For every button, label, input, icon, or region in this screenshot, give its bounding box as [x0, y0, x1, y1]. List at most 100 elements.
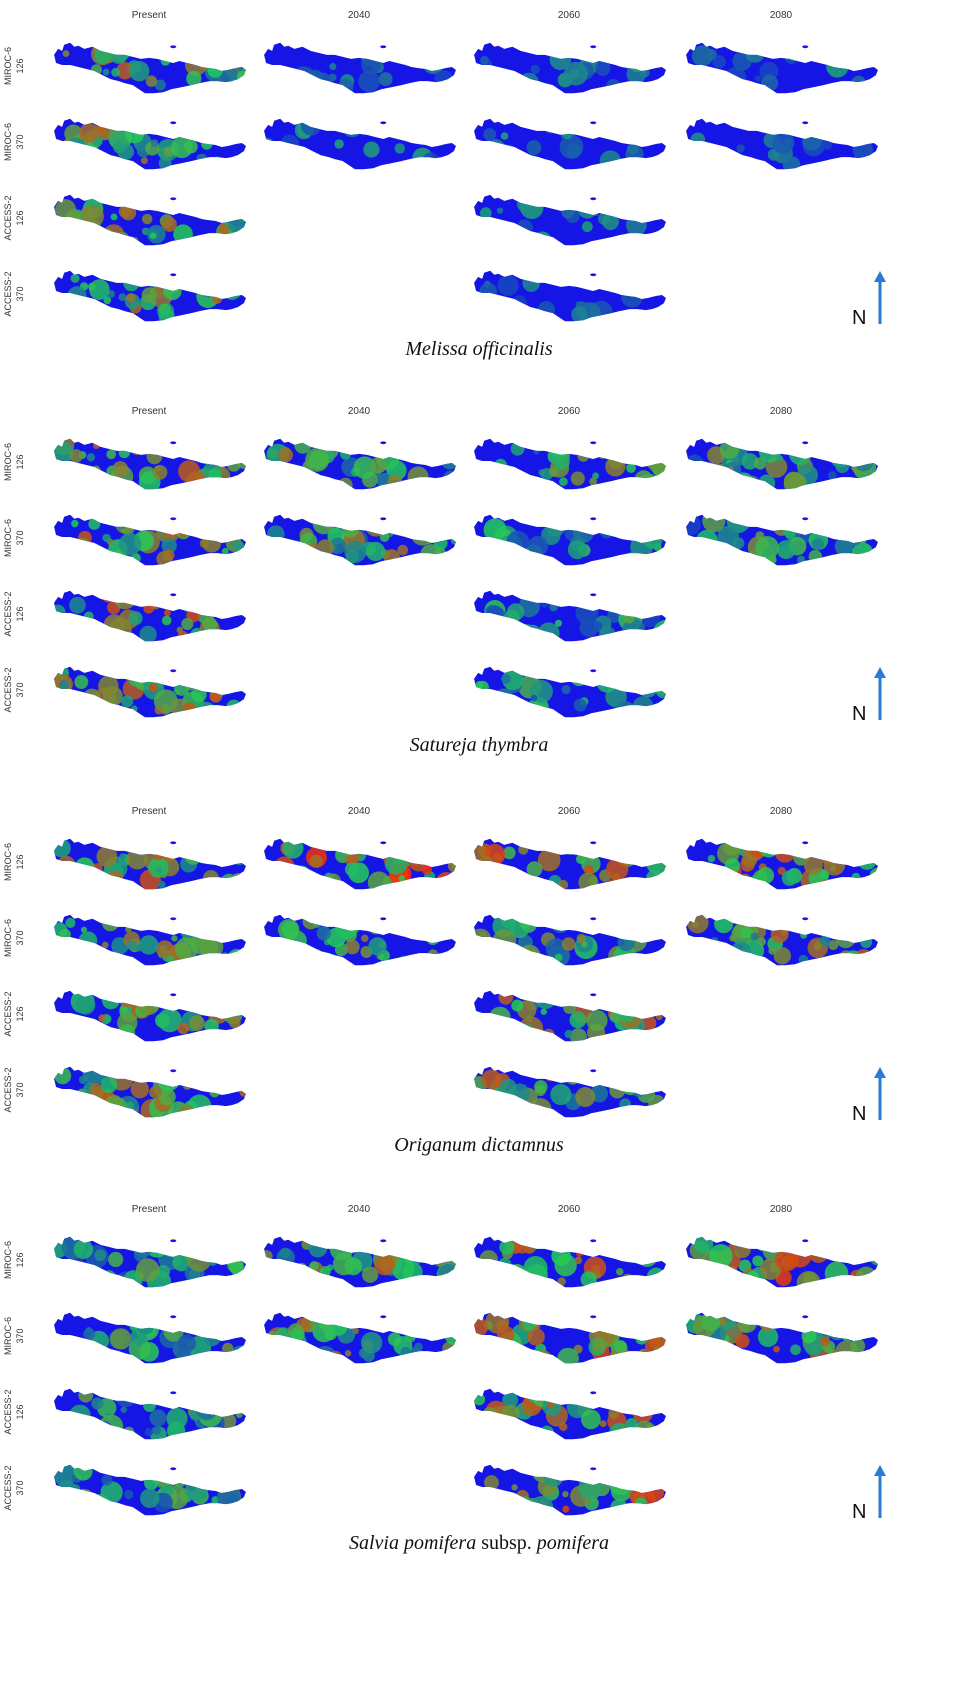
- distribution-map: [474, 514, 666, 566]
- suitability-patch: [63, 940, 77, 954]
- suitability-patch: [130, 1080, 149, 1099]
- suitability-patch: [203, 870, 219, 886]
- suitability-patch: [580, 1271, 597, 1288]
- north-arrow-icon: [874, 1465, 886, 1518]
- suitability-patch: [444, 1325, 456, 1345]
- suitability-patch: [488, 1501, 507, 1516]
- islet-shape: [802, 841, 809, 845]
- suitability-patch: [550, 914, 571, 933]
- suitability-patch: [686, 454, 704, 473]
- distribution-map: [686, 42, 878, 94]
- suitability-patch: [123, 274, 140, 292]
- suitability-patch: [606, 78, 621, 94]
- suitability-patch: [291, 66, 316, 91]
- distribution-map: [54, 990, 246, 1042]
- suitability-patch: [200, 603, 209, 612]
- suitability-patch: [56, 307, 74, 322]
- suitability-patch: [559, 1422, 568, 1432]
- species-caption: Satureja thymbra: [0, 734, 958, 757]
- suitability-patch: [717, 146, 729, 157]
- suitability-patch: [222, 1342, 234, 1355]
- row-model: ACCESS-2: [3, 991, 13, 1037]
- suitability-patch: [197, 838, 215, 854]
- suitability-patch: [776, 540, 796, 560]
- suitability-patch: [830, 448, 849, 468]
- suitability-patch: [749, 875, 762, 887]
- suitability-patch: [320, 1266, 331, 1277]
- suitability-patch: [233, 992, 246, 1010]
- suitability-patch: [337, 78, 354, 94]
- suitability-patch: [611, 590, 633, 612]
- column-header: 2080: [769, 1204, 793, 1215]
- suitability-patch: [742, 838, 766, 862]
- suitability-patch: [597, 449, 608, 459]
- suitability-patch: [822, 139, 833, 150]
- suitability-patch: [344, 1350, 352, 1357]
- suitability-patch: [772, 131, 795, 154]
- suitability-patch: [237, 1243, 246, 1259]
- distribution-map: [474, 118, 666, 170]
- suitability-patch: [515, 1496, 535, 1515]
- distribution-map: [686, 438, 878, 490]
- suitability-patch: [344, 540, 367, 563]
- suitability-patch: [172, 1472, 188, 1488]
- suitability-patch: [154, 79, 166, 91]
- suitability-patch: [617, 933, 635, 952]
- suitability-patch: [134, 595, 144, 605]
- suitability-patch: [575, 1087, 596, 1108]
- suitability-patch: [98, 675, 119, 697]
- suitability-patch: [608, 481, 616, 489]
- row-scenario: 370: [15, 530, 25, 546]
- suitability-patch: [189, 602, 199, 612]
- suitability-patch: [599, 524, 614, 539]
- suitability-patch: [54, 441, 74, 463]
- suitability-patch: [490, 1028, 503, 1041]
- row-model: ACCESS-2: [3, 667, 13, 713]
- suitability-patch: [339, 448, 352, 460]
- suitability-patch: [659, 1081, 666, 1091]
- suitability-patch: [818, 838, 838, 857]
- suitability-patch: [688, 939, 707, 958]
- row-scenario: 370: [15, 1480, 25, 1496]
- suitability-patch: [233, 443, 241, 451]
- suitability-patch: [56, 855, 76, 875]
- suitability-patch: [360, 1331, 383, 1354]
- suitability-patch: [773, 1345, 780, 1353]
- suitability-patch: [172, 1252, 191, 1272]
- suitability-patch: [636, 1464, 656, 1481]
- suitability-patch: [522, 274, 541, 292]
- suitability-patch: [144, 1475, 159, 1491]
- suitability-patch: [86, 1425, 98, 1437]
- suitability-patch: [96, 476, 104, 483]
- column-header: 2080: [769, 406, 793, 417]
- distribution-map: [264, 1312, 456, 1364]
- islet-shape: [590, 517, 597, 521]
- suitability-patch: [689, 470, 700, 481]
- distribution-map: [54, 666, 246, 718]
- row-label: MIROC-6 126: [2, 832, 30, 892]
- suitability-patch: [515, 1027, 523, 1034]
- distribution-map: [474, 1388, 666, 1440]
- suitability-patch: [479, 855, 494, 870]
- islet-shape: [380, 917, 387, 921]
- suitability-patch: [578, 1476, 603, 1500]
- suitability-patch: [527, 535, 549, 557]
- suitability-patch: [205, 918, 217, 930]
- suitability-patch: [776, 917, 785, 926]
- suitability-patch: [540, 598, 550, 608]
- suitability-patch: [328, 1317, 348, 1336]
- distribution-map: [264, 514, 456, 566]
- suitability-patch: [443, 470, 456, 486]
- suitability-patch: [279, 1247, 291, 1259]
- suitability-patch: [127, 940, 137, 951]
- suitability-patch: [163, 281, 182, 301]
- suitability-patch: [651, 1318, 666, 1335]
- suitability-patch: [855, 1266, 877, 1288]
- species-caption: Melissa officinalis: [0, 338, 958, 361]
- suitability-patch: [101, 991, 120, 1010]
- suitability-patch: [78, 530, 92, 545]
- suitability-patch: [208, 203, 227, 222]
- suitability-patch: [708, 463, 729, 484]
- suitability-patch: [228, 873, 246, 890]
- islet-shape: [590, 441, 597, 445]
